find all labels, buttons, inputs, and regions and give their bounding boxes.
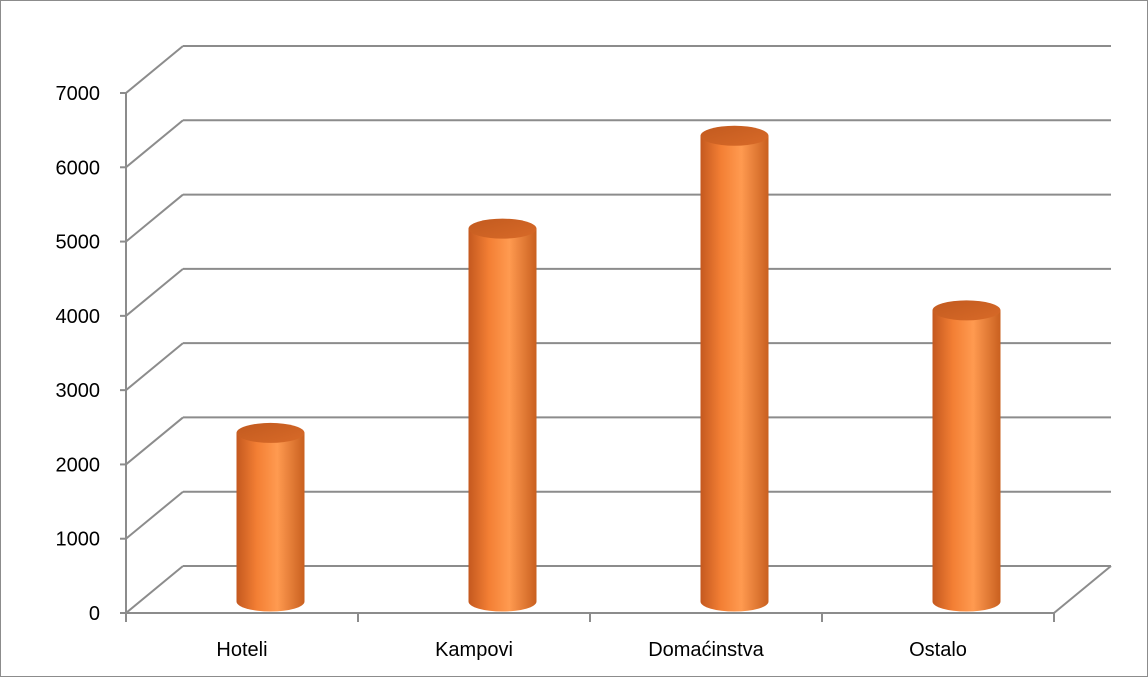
gridline-depth <box>125 119 184 169</box>
x-tick-label: Domaćinstva <box>648 639 764 661</box>
x-tick-label: Hoteli <box>216 639 267 661</box>
axes-layer <box>120 92 1112 622</box>
bar-kampovi <box>468 218 537 612</box>
gridline-depth <box>125 565 184 614</box>
bar-cap <box>932 300 1001 321</box>
bars <box>236 125 1001 612</box>
bar-cap <box>468 218 537 239</box>
bar-domaćinstva <box>700 125 769 612</box>
gridline-depth <box>125 45 184 94</box>
gridline-depth <box>125 490 184 540</box>
bar-cap <box>236 422 305 443</box>
gridline-depth <box>125 342 184 391</box>
tick-labels: 0 1000 2000 3000 4000 5000 6000 7000 Hoteli Kampo… <box>56 83 967 661</box>
y-tick-label: 0 <box>89 603 100 625</box>
bar-body <box>468 228 537 612</box>
y-tick-label: 6000 <box>56 157 101 179</box>
bar-cap <box>700 125 769 146</box>
gridline-depth <box>125 416 184 466</box>
bar-ostalo <box>932 300 1001 612</box>
bar-hoteli <box>236 422 305 612</box>
bar-body <box>932 310 1001 612</box>
y-tick-label: 3000 <box>56 380 101 402</box>
x-tick-label: Kampovi <box>435 639 513 661</box>
bar-body <box>700 135 769 612</box>
gridline-depth <box>125 193 184 243</box>
floor-depth-edge <box>1053 565 1112 614</box>
y-tick-label: 1000 <box>56 529 101 551</box>
bar-body <box>236 432 305 612</box>
x-tick-label: Ostalo <box>909 639 967 661</box>
y-tick-label: 7000 <box>56 83 101 105</box>
y-tick-label: 5000 <box>56 232 101 254</box>
y-tick-label: 4000 <box>56 306 101 328</box>
gridline-depth <box>125 268 184 317</box>
y-tick-label: 2000 <box>56 454 101 476</box>
